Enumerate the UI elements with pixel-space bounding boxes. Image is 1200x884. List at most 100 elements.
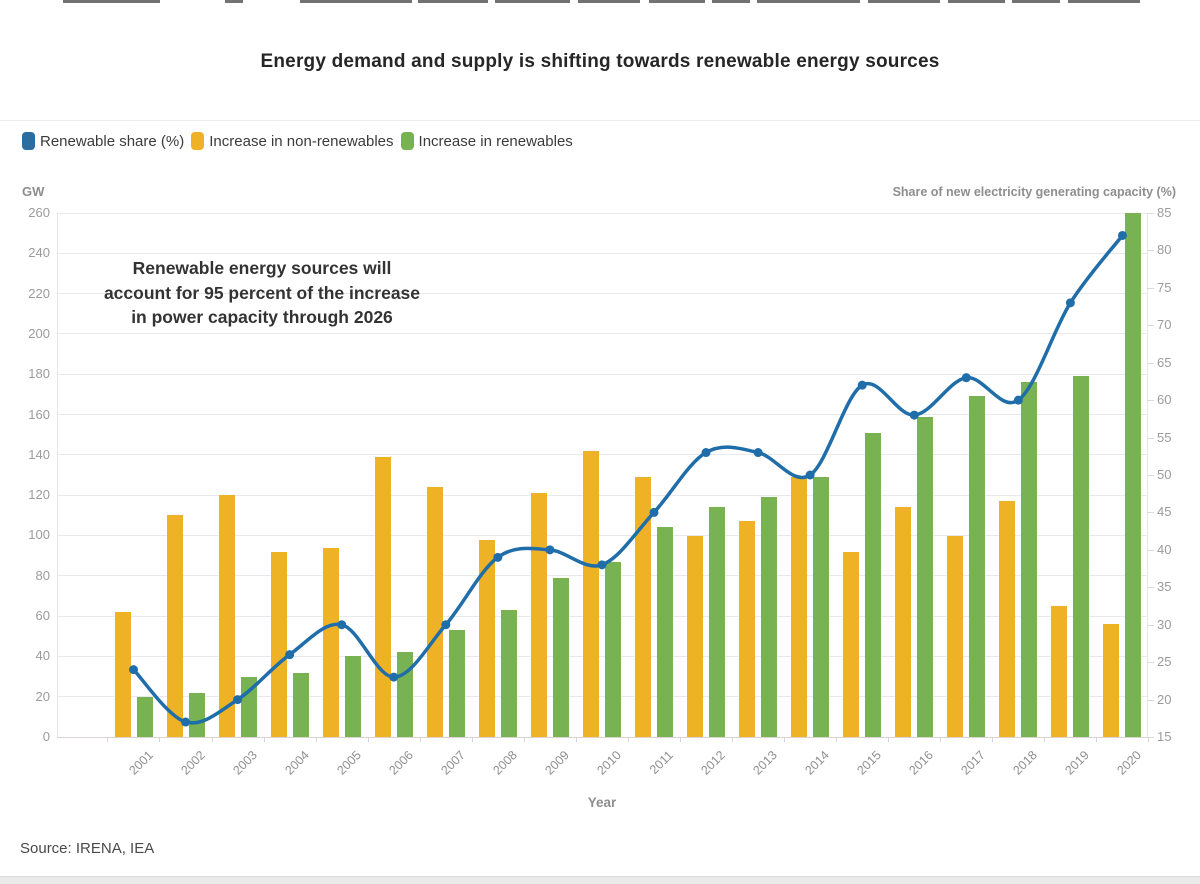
bar-non-renewables-2011[interactable] — [635, 477, 651, 737]
point-renewable-share-2006[interactable] — [389, 672, 399, 682]
point-renewable-share-2017[interactable] — [961, 373, 971, 383]
right-axis-tick-55 — [1147, 437, 1154, 439]
bar-non-renewables-2014[interactable] — [791, 477, 808, 737]
point-renewable-share-2020[interactable] — [1117, 230, 1127, 240]
top-edge-artifact — [225, 0, 243, 3]
left-axis-tick-label-240: 240 — [28, 245, 50, 261]
x-axis-tick — [1044, 737, 1046, 742]
right-axis-tick-75 — [1147, 287, 1154, 289]
bar-non-renewables-2007[interactable] — [426, 487, 443, 737]
point-renewable-share-2001[interactable] — [129, 665, 138, 675]
bar-renewables-2018[interactable] — [1021, 382, 1038, 737]
top-edge-artifact — [757, 0, 860, 3]
legend-item-renewable-share: Renewable share (%) — [22, 132, 184, 150]
x-axis-label-2001: 2001 — [125, 748, 156, 778]
right-axis-tick-15 — [1147, 737, 1154, 738]
x-axis-label-2005: 2005 — [334, 748, 364, 778]
x-axis-label-2015: 2015 — [854, 748, 885, 778]
bar-renewables-2001[interactable] — [136, 696, 153, 737]
x-axis-label-2011: 2011 — [646, 748, 676, 777]
bar-non-renewables-2015[interactable] — [843, 551, 860, 737]
bar-non-renewables-2004[interactable] — [270, 551, 287, 737]
point-renewable-share-2019[interactable] — [1065, 298, 1075, 308]
x-axis-tick — [732, 737, 733, 742]
x-axis-title: Year — [587, 795, 617, 810]
bar-renewables-2020[interactable] — [1125, 213, 1142, 737]
bar-renewables-2009[interactable] — [552, 577, 569, 737]
left-axis-tick-label-60: 60 — [35, 608, 50, 624]
gridline-200 — [57, 333, 1147, 335]
left-axis-line — [57, 213, 58, 737]
x-axis-label-2016: 2016 — [906, 748, 937, 778]
bar-renewables-2015[interactable] — [865, 432, 882, 737]
point-renewable-share-2005[interactable] — [337, 620, 347, 630]
bar-non-renewables-2012[interactable] — [687, 535, 703, 737]
bar-renewables-2014[interactable] — [813, 477, 830, 737]
right-axis-tick-label-25: 25 — [1157, 654, 1172, 670]
point-renewable-share-2002[interactable] — [181, 717, 191, 727]
bar-non-renewables-2002[interactable] — [166, 515, 183, 737]
point-renewable-share-2008[interactable] — [493, 552, 503, 562]
point-renewable-share-2009[interactable] — [545, 545, 555, 555]
point-renewable-share-2012[interactable] — [701, 448, 711, 458]
right-axis-tick-label-55: 55 — [1157, 429, 1172, 445]
bar-non-renewables-2005[interactable] — [322, 547, 339, 737]
bar-non-renewables-2020[interactable] — [1103, 624, 1120, 737]
bar-renewables-2017[interactable] — [969, 396, 986, 737]
top-edge-artifacts — [0, 0, 1200, 4]
point-renewable-share-2015[interactable] — [857, 380, 867, 390]
point-renewable-share-2013[interactable] — [753, 448, 763, 458]
right-axis-tick-label-80: 80 — [1157, 242, 1172, 258]
bar-renewables-2012[interactable] — [709, 507, 725, 737]
bar-non-renewables-2018[interactable] — [999, 501, 1016, 737]
point-renewable-share-2007[interactable] — [441, 620, 451, 630]
right-axis-tick-60 — [1147, 400, 1154, 402]
bar-non-renewables-2019[interactable] — [1051, 606, 1068, 737]
x-axis-tick — [1096, 737, 1098, 742]
bar-renewables-2013[interactable] — [761, 497, 778, 737]
bar-renewables-2006[interactable] — [396, 652, 413, 737]
point-renewable-share-2011[interactable] — [649, 507, 659, 517]
bar-renewables-2011[interactable] — [657, 527, 673, 737]
bar-non-renewables-2016[interactable] — [895, 507, 912, 737]
left-axis-tick-label-200: 200 — [28, 325, 50, 341]
point-renewable-share-2010[interactable] — [597, 560, 607, 570]
x-axis-tick — [263, 737, 265, 742]
x-axis-tick — [471, 737, 473, 742]
bar-non-renewables-2017[interactable] — [947, 535, 964, 737]
top-edge-artifact — [578, 0, 640, 3]
bar-renewables-2010[interactable] — [605, 561, 621, 737]
bar-non-renewables-2010[interactable] — [583, 450, 599, 737]
top-edge-artifact — [1068, 0, 1140, 3]
point-renewable-share-2018[interactable] — [1013, 395, 1023, 405]
legend-swatch-blue — [22, 132, 35, 150]
top-edge-artifact — [712, 0, 750, 3]
x-axis-tick — [836, 737, 838, 742]
chart-annotation: Renewable energy sources will account fo… — [97, 256, 427, 330]
bar-non-renewables-2006[interactable] — [374, 456, 391, 737]
bar-non-renewables-2013[interactable] — [739, 521, 756, 737]
x-axis-label-2003: 2003 — [229, 748, 260, 778]
point-renewable-share-2003[interactable] — [233, 695, 243, 705]
point-renewable-share-2014[interactable] — [805, 470, 815, 480]
bar-non-renewables-2003[interactable] — [218, 495, 235, 737]
point-renewable-share-2004[interactable] — [285, 650, 295, 660]
left-axis-tick-label-80: 80 — [35, 567, 50, 583]
x-axis-label-2014: 2014 — [802, 748, 833, 778]
bar-renewables-2002[interactable] — [188, 692, 205, 737]
bar-non-renewables-2008[interactable] — [478, 539, 495, 737]
bar-renewables-2008[interactable] — [500, 610, 517, 737]
annotation-line-1: Renewable energy sources will — [132, 258, 392, 278]
bar-renewables-2005[interactable] — [344, 656, 361, 737]
bar-non-renewables-2009[interactable] — [530, 493, 547, 737]
bar-renewables-2019[interactable] — [1073, 376, 1090, 737]
bar-renewables-2007[interactable] — [448, 630, 465, 737]
bar-renewables-2003[interactable] — [240, 676, 257, 737]
point-renewable-share-2016[interactable] — [909, 410, 919, 420]
right-axis-tick-65 — [1147, 362, 1154, 364]
bar-renewables-2016[interactable] — [917, 416, 934, 737]
bar-renewables-2004[interactable] — [292, 672, 309, 737]
x-axis-tick — [940, 737, 942, 742]
bar-non-renewables-2001[interactable] — [114, 612, 131, 737]
x-axis-tick — [1148, 737, 1150, 742]
